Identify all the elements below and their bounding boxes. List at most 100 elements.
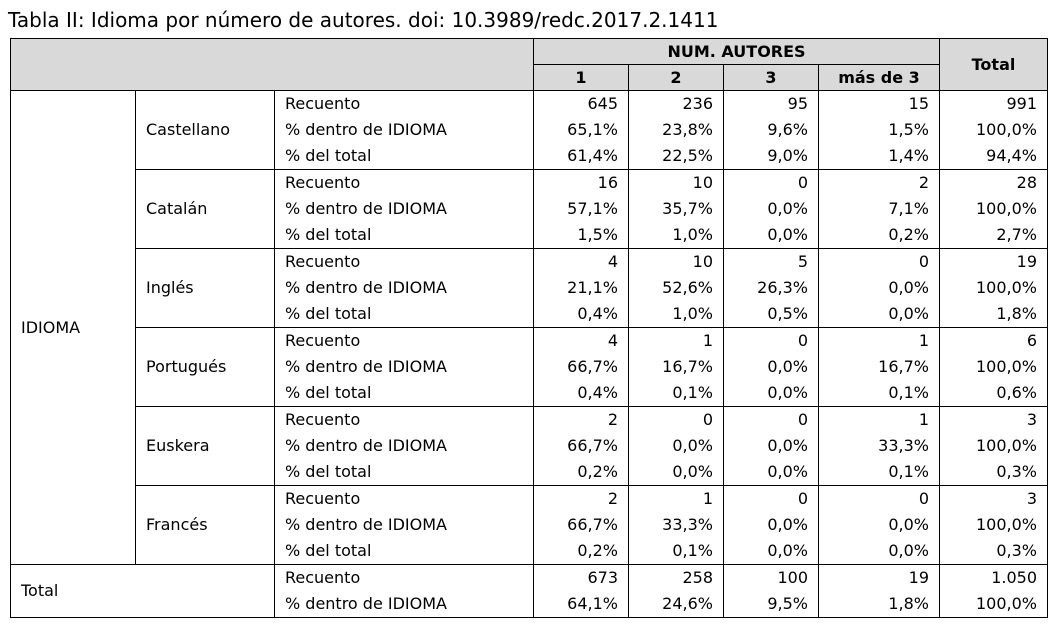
language-label: Catalán [135,169,275,249]
value-cell: 0,1% [818,459,940,486]
value-cell: 33,3% [628,512,724,538]
value-cell: 15 [818,90,940,117]
language-label: Francés [135,485,275,565]
value-cell: 100,0% [939,433,1048,459]
value-cell: 23,8% [628,117,724,143]
value-cell: 1,0% [628,301,724,328]
stat-label: % dentro de IDIOMA [274,512,534,538]
stat-label: % del total [274,222,534,249]
value-cell: 28 [939,169,1048,196]
value-cell: 0,0% [628,433,724,459]
stat-label: % del total [274,301,534,328]
value-cell: 66,7% [533,433,629,459]
header-row-2: 1 2 3 más de 3 [11,64,1048,91]
stat-label: % dentro de IDIOMA [274,196,534,222]
value-cell: 6 [939,327,1048,354]
stat-label: Recuento [274,169,534,196]
header-group-label: NUM. AUTORES [533,38,940,65]
value-cell: 645 [533,90,629,117]
value-cell: 35,7% [628,196,724,222]
table-row: Euskera Recuento 2 0 0 1 3 [11,406,1048,486]
value-cell: 9,0% [723,143,819,170]
table-row: % del total 61,4% 22,5% 9,0% 1,4% 94,4% [11,143,1048,170]
value-cell: 66,7% [533,512,629,538]
value-cell: 1 [818,406,940,433]
value-cell: 100,0% [939,591,1048,618]
value-cell: 0 [723,327,819,354]
header-col-3: 3 [723,64,819,91]
table-row: % dentro de IDIOMA 66,7% 16,7% 0,0% 16,7% 100… [11,354,1048,380]
value-cell: 16 [533,169,629,196]
stat-label: % del total [274,143,534,170]
value-cell: 0,1% [628,538,724,565]
value-cell: 0,0% [818,301,940,328]
value-cell: 0 [628,406,724,433]
value-cell: 100,0% [939,512,1048,538]
stat-label: Recuento [274,485,534,512]
table-row: % dentro de IDIOMA 66,7% 33,3% 0,0% 0,0% 100,… [11,512,1048,538]
stat-label: % dentro de IDIOMA [274,117,534,143]
value-cell: 0,0% [723,433,819,459]
crosstab-table: NUM. AUTORES Total 1 2 3 más de 3 IDIOMA… [10,38,1048,618]
value-cell: 0,0% [723,196,819,222]
stat-label: % dentro de IDIOMA [274,433,534,459]
value-cell: 1,8% [818,591,940,618]
value-cell: 9,5% [723,591,819,618]
table-caption: Tabla II: Idioma por número de autores. … [8,8,719,32]
value-cell: 21,1% [533,275,629,301]
value-cell: 2 [533,485,629,512]
value-cell: 0,0% [628,459,724,486]
value-cell: 19 [939,248,1048,275]
value-cell: 0,4% [533,380,629,407]
value-cell: 64,1% [533,591,629,618]
value-cell: 0,0% [723,222,819,249]
value-cell: 0 [818,248,940,275]
value-cell: 0 [723,406,819,433]
value-cell: 1,4% [818,143,940,170]
total-label: Total [10,564,275,618]
table-row: % dentro de IDIOMA 66,7% 0,0% 0,0% 33,3% 100,… [11,433,1048,459]
value-cell: 10 [628,169,724,196]
stat-label: % del total [274,380,534,407]
value-cell: 0 [723,485,819,512]
value-cell: 26,3% [723,275,819,301]
stat-label: % del total [274,459,534,486]
stat-label: % dentro de IDIOMA [274,591,534,618]
table-row: % dentro de IDIOMA 21,1% 52,6% 26,3% 0,0% 100… [11,275,1048,301]
language-label: Euskera [135,406,275,486]
value-cell: 4 [533,248,629,275]
value-cell: 22,5% [628,143,724,170]
table-body: IDIOMA Castellano Recuento 645 236 95 15 991% d… [10,90,1048,618]
value-cell: 0,6% [939,380,1048,407]
value-cell: 19 [818,564,940,591]
language-label: Portugués [135,327,275,407]
value-cell: 7,1% [818,196,940,222]
value-cell: 0,0% [723,380,819,407]
value-cell: 0,0% [818,275,940,301]
value-cell: 16,7% [628,354,724,380]
language-label: Inglés [135,248,275,328]
value-cell: 673 [533,564,629,591]
table-row: Francés Recuento 2 1 0 0 3 [11,485,1048,565]
table-row: Inglés Recuento 4 10 5 0 19 [11,248,1048,328]
value-cell: 0,0% [723,459,819,486]
value-cell: 100,0% [939,275,1048,301]
header-total: Total [939,38,1048,91]
value-cell: 57,1% [533,196,629,222]
stat-label: Recuento [274,327,534,354]
value-cell: 1,0% [628,222,724,249]
value-cell: 0,2% [533,459,629,486]
header-col-more: más de 3 [818,64,940,91]
value-cell: 61,4% [533,143,629,170]
value-cell: 66,7% [533,354,629,380]
value-cell: 0 [818,485,940,512]
value-cell: 0,0% [818,538,940,565]
value-cell: 2,7% [939,222,1048,249]
stat-label: Recuento [274,248,534,275]
value-cell: 1,8% [939,301,1048,328]
value-cell: 65,1% [533,117,629,143]
value-cell: 1.050 [939,564,1048,591]
value-cell: 0,1% [628,380,724,407]
value-cell: 1 [628,327,724,354]
value-cell: 0,1% [818,380,940,407]
